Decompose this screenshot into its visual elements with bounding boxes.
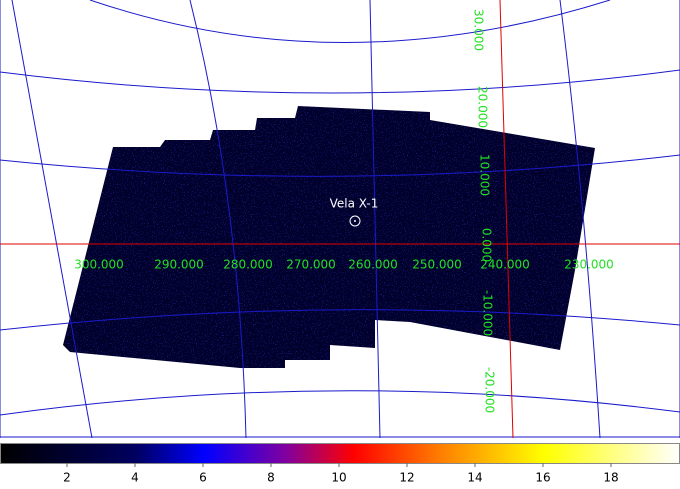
- colorbar-tick-label: 12: [399, 471, 414, 485]
- colorbar-tick-label: 10: [331, 471, 346, 485]
- latitude-label: 20.000: [476, 86, 490, 128]
- latitude-label: -20.000: [483, 367, 497, 413]
- source-marker: [349, 215, 361, 227]
- colorbar-tick-label: 18: [603, 471, 618, 485]
- colorbar-tick-label: 16: [535, 471, 550, 485]
- exposure-region: [63, 106, 595, 368]
- colorbar-tick-label: 2: [63, 471, 71, 485]
- colorbar-tick-label: 14: [467, 471, 482, 485]
- source-label: Vela X-1: [330, 197, 379, 211]
- longitude-label: 230.000: [564, 258, 614, 272]
- latitude-axis: [499, 0, 514, 439]
- colorbar: [0, 443, 680, 463]
- longitude-label: 290.000: [154, 258, 204, 272]
- colorbar-tick-label: 8: [267, 471, 275, 485]
- longitude-label: 240.000: [480, 258, 530, 272]
- latitude-label: 0.000: [480, 228, 494, 262]
- colorbar-tick-label: 6: [199, 471, 207, 485]
- latitude-label: 10.000: [478, 154, 492, 196]
- latitude-label: 30.000: [472, 9, 486, 51]
- longitude-label: 250.000: [412, 258, 462, 272]
- latitude-label: -10.000: [481, 290, 495, 336]
- longitude-label: 260.000: [348, 258, 398, 272]
- longitude-label: 300.000: [74, 258, 124, 272]
- colorbar-tick-label: 4: [131, 471, 139, 485]
- longitude-label: 270.000: [286, 258, 336, 272]
- longitude-label: 280.000: [223, 258, 273, 272]
- coordinate-grid: [0, 0, 680, 439]
